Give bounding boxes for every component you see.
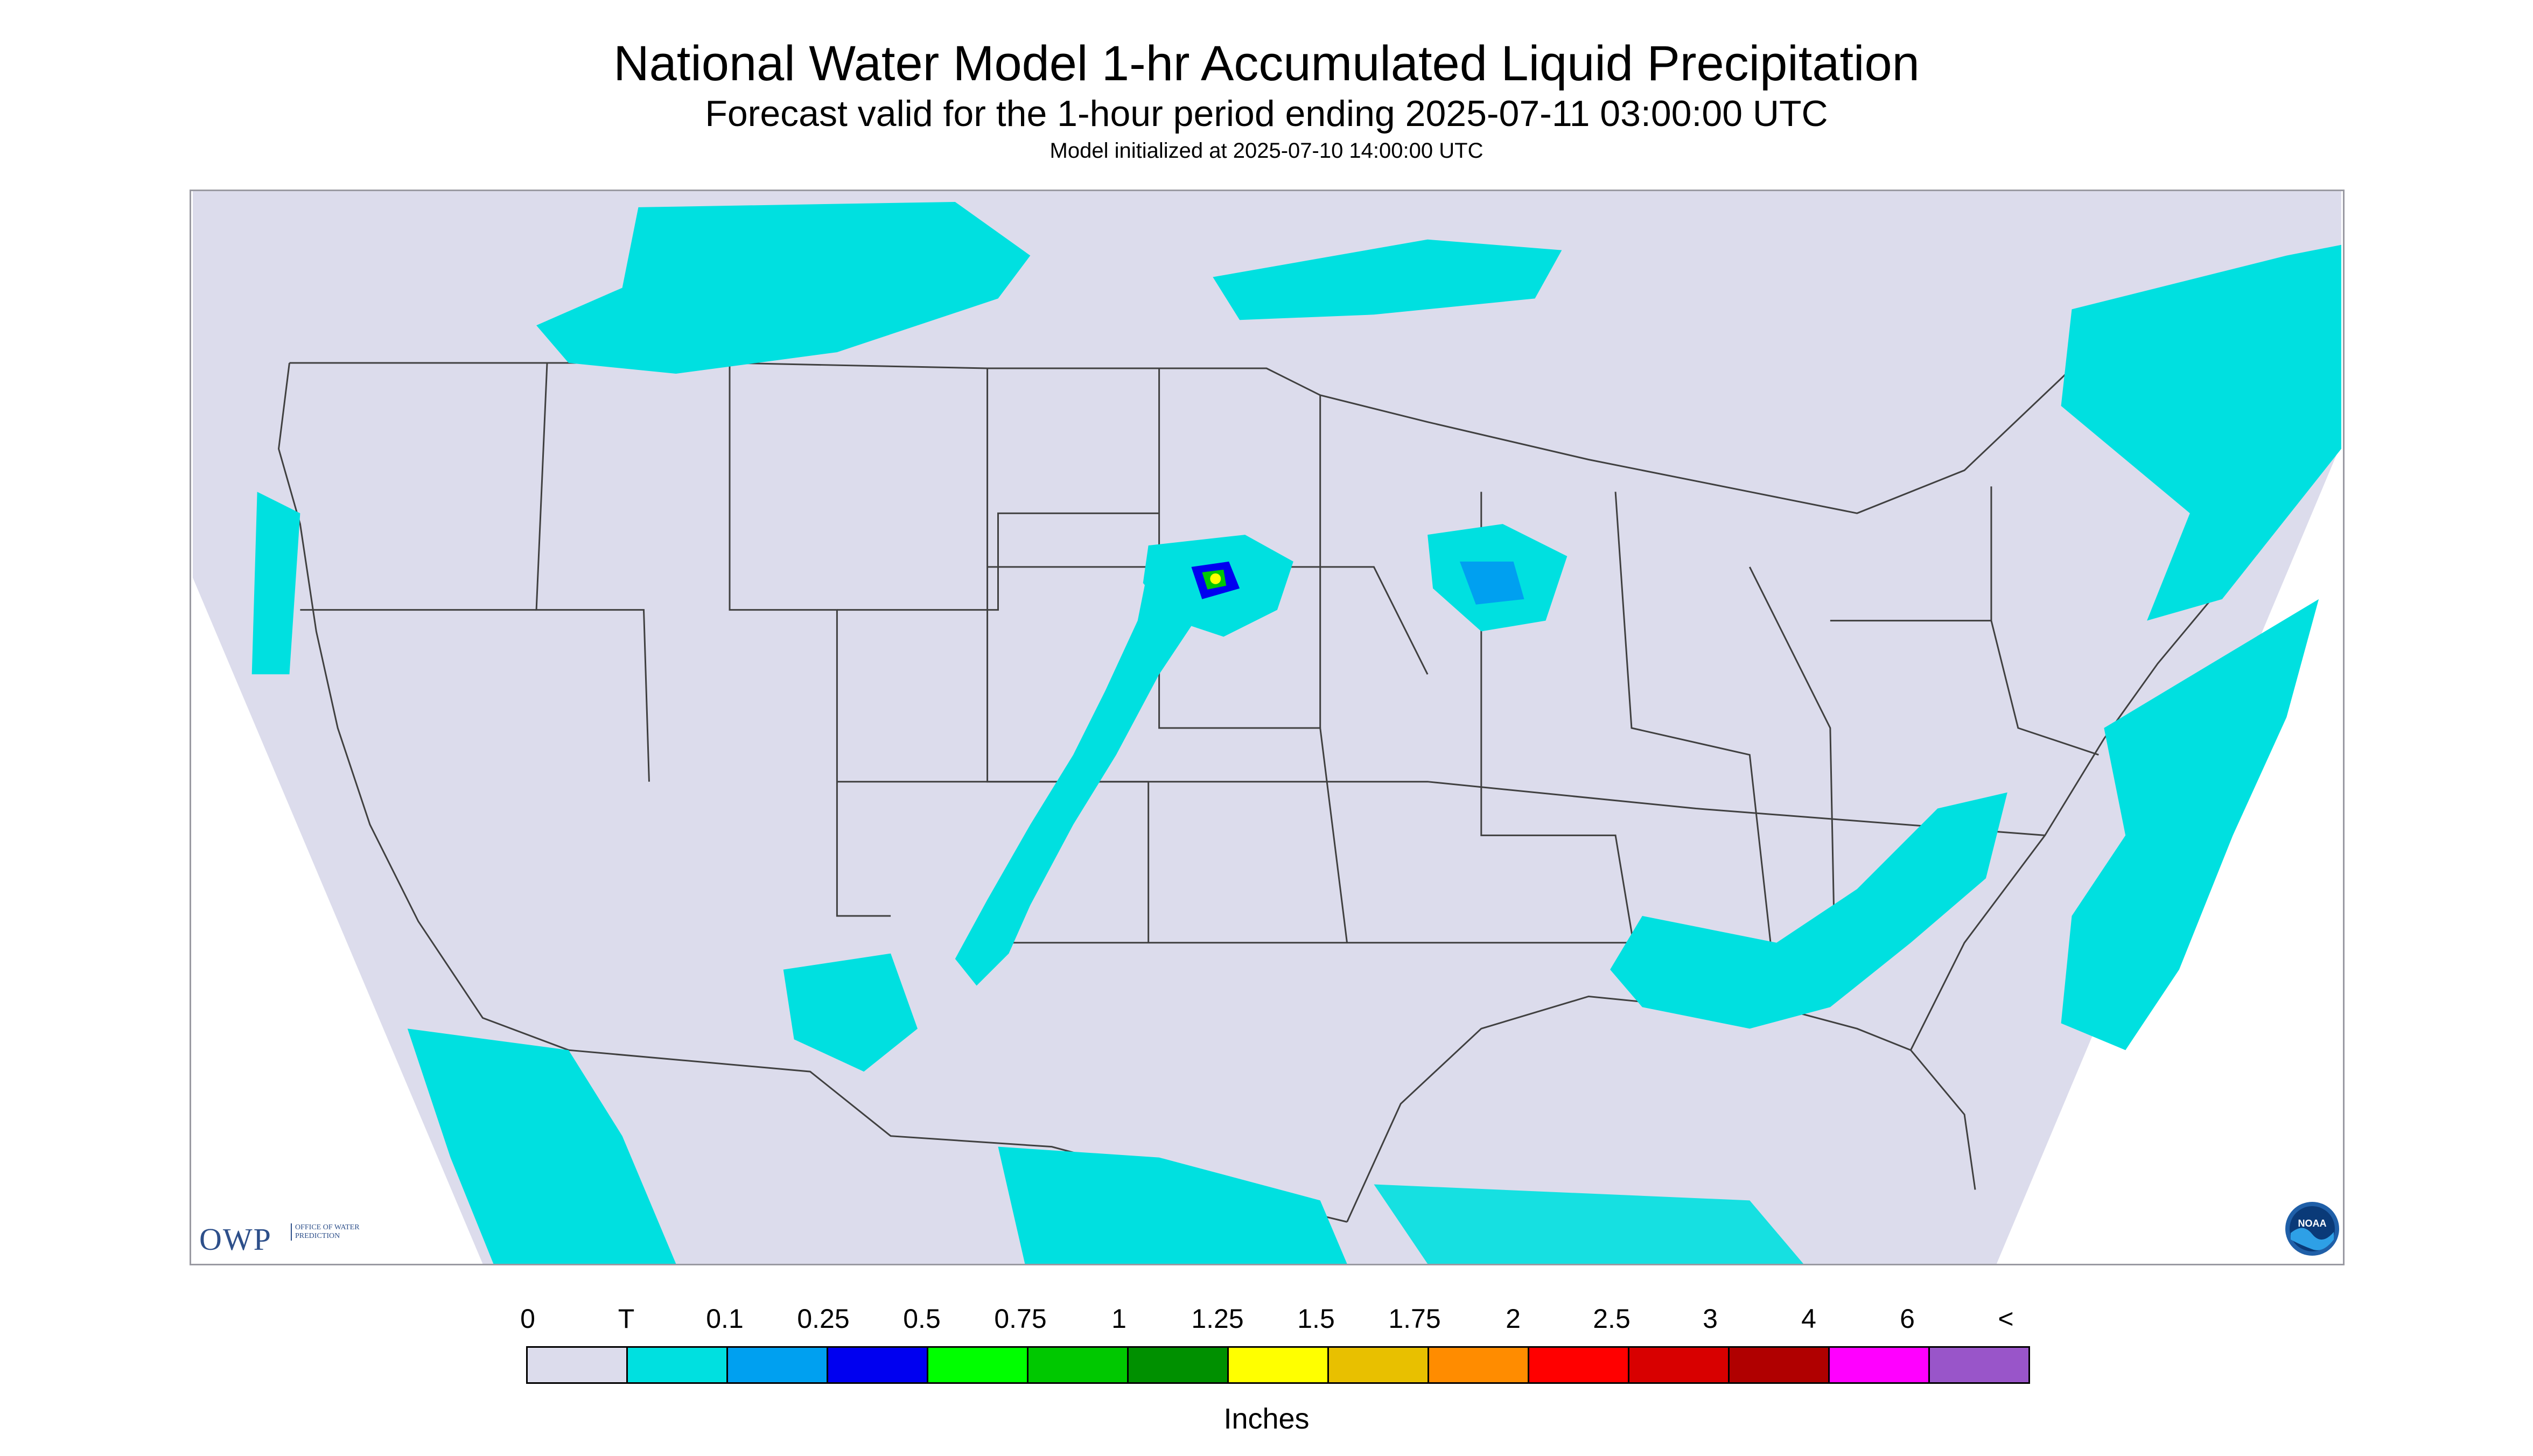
precipitation-areas xyxy=(251,201,2341,1264)
precip-pacific xyxy=(407,1028,676,1264)
owp-logo-subtext: OFFICE OF WATER PREDICTION xyxy=(291,1223,370,1241)
precip-canada-east xyxy=(1213,239,1562,320)
legend-swatch xyxy=(1428,1346,1529,1384)
legend-swatch xyxy=(1728,1346,1830,1384)
legend-tick-label: 0.25 xyxy=(797,1304,850,1334)
legend-tick-label: 2.5 xyxy=(1593,1304,1631,1334)
legend-swatch xyxy=(927,1346,1028,1384)
precip-southeast xyxy=(1610,792,2007,1029)
legend-swatch xyxy=(827,1346,928,1384)
precip-mexico xyxy=(998,1146,1347,1264)
precip-southwest xyxy=(783,953,918,1072)
legend-tick-label: 4 xyxy=(1801,1304,1816,1334)
noaa-logo-text: NOAA xyxy=(2298,1218,2327,1229)
map-title: National Water Model 1-hr Accumulated Li… xyxy=(613,36,1920,91)
legend-tick-label: 0.5 xyxy=(903,1304,941,1334)
precip-canada-band xyxy=(536,201,1031,374)
precip-wisconsin-core xyxy=(1459,561,1524,605)
legend-swatch xyxy=(1127,1346,1229,1384)
legend-swatch xyxy=(626,1346,728,1384)
precip-nebraska-max xyxy=(1210,573,1221,584)
legend-swatch xyxy=(1227,1346,1329,1384)
legend-tick-label: 1.5 xyxy=(1297,1304,1335,1334)
precip-plains-band xyxy=(955,561,1202,986)
precip-gulf xyxy=(1374,1184,1803,1264)
legend-tick-label: T xyxy=(618,1304,635,1334)
init-time: Model initialized at 2025-07-10 14:00:00… xyxy=(1049,139,1484,163)
legend-tick-label: 1.75 xyxy=(1388,1304,1441,1334)
legend-tick-label: 6 xyxy=(1900,1304,1915,1334)
legend-swatch xyxy=(526,1346,628,1384)
legend-tick-label: 1 xyxy=(1111,1304,1126,1334)
legend-tick-label: 1.25 xyxy=(1191,1304,1244,1334)
noaa-logo-icon: NOAA xyxy=(2285,1202,2339,1256)
legend-units: Inches xyxy=(1223,1403,1310,1435)
precip-northeast xyxy=(2061,244,2341,621)
map-subtitle: Forecast valid for the 1-hour period end… xyxy=(705,93,1828,134)
legend-tick-label: 3 xyxy=(1703,1304,1718,1334)
legend-swatch xyxy=(1327,1346,1429,1384)
legend-swatch xyxy=(1027,1346,1129,1384)
owp-logo: OWP xyxy=(199,1222,272,1257)
legend-swatch xyxy=(1528,1346,1629,1384)
legend-tick-label: < xyxy=(1998,1304,2014,1334)
precip-pacific-coast xyxy=(251,492,300,675)
legend-tick-label: 0.1 xyxy=(706,1304,744,1334)
color-legend xyxy=(526,1346,2030,1384)
legend-swatch xyxy=(1928,1346,2030,1384)
legend-swatch xyxy=(1828,1346,1930,1384)
precip-atlantic xyxy=(2061,599,2319,1051)
precipitation-map xyxy=(190,190,2345,1265)
legend-swatch xyxy=(1628,1346,1730,1384)
legend-tick-label: 0.75 xyxy=(994,1304,1047,1334)
legend-tick-label: 2 xyxy=(1506,1304,1521,1334)
legend-swatch xyxy=(726,1346,828,1384)
legend-tick-label: 0 xyxy=(520,1304,535,1334)
